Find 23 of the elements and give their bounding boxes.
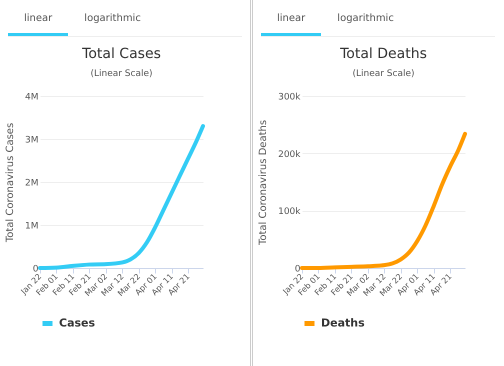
line-series: [300, 132, 467, 270]
text: logarithmic: [83, 12, 142, 26]
y-axis-title: Total Coronavirus Deaths: [258, 120, 270, 246]
y-tick-label: 1M: [25, 222, 38, 232]
chart-subtitle: (Linear Scale): [90, 69, 153, 79]
legend-label: Cases: [59, 316, 96, 330]
chart-title: Total Cases: [81, 46, 161, 62]
y-tick-label: 2M: [25, 178, 38, 188]
y-tick-label: 4M: [25, 92, 38, 102]
y-tick-label: 200k: [278, 150, 302, 160]
text: linear: [8, 0, 68, 36]
text: linear: [261, 0, 322, 36]
chart-title: Total Deaths: [339, 46, 427, 62]
y-tick-label: 0: [294, 264, 301, 274]
y-tick-label: 100k: [278, 207, 302, 218]
legend-label: Deaths: [321, 316, 366, 330]
y-tick-label: 0: [32, 264, 39, 274]
y-axis-title: Total Coronavirus Cases: [5, 122, 16, 244]
chart-subtitle: (Linear Scale): [352, 69, 415, 79]
y-tick-label: 300k: [278, 92, 302, 102]
line-series: [38, 124, 205, 270]
y-tick-label: 3M: [25, 136, 38, 146]
text: logarithmic: [336, 12, 395, 26]
